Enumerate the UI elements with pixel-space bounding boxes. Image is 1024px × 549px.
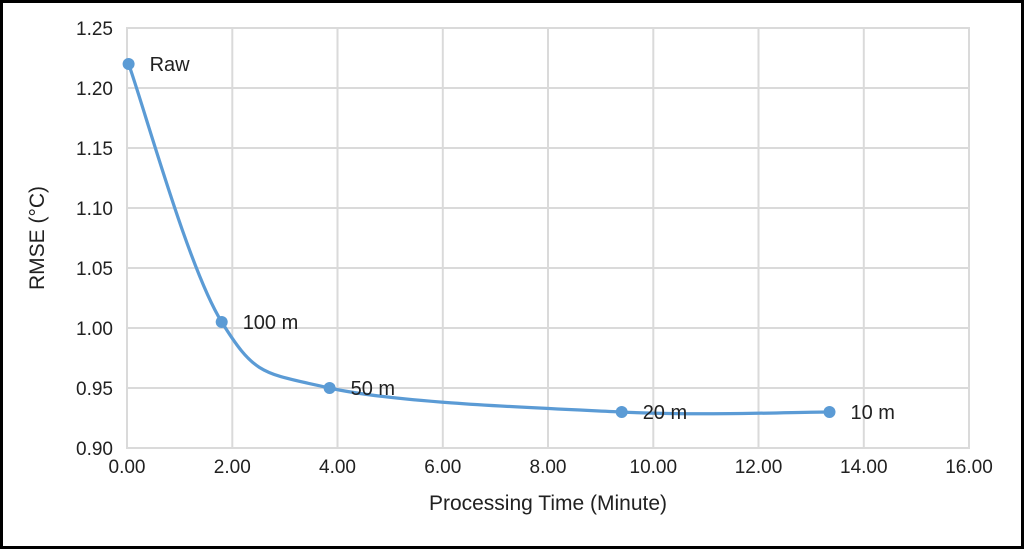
y-tick-label: 1.20 (76, 79, 113, 100)
data-point-marker (823, 406, 836, 418)
plot-area (126, 27, 970, 449)
y-tick-label: 1.10 (76, 199, 113, 220)
x-tick-label: 10.00 (630, 457, 678, 478)
data-series (122, 58, 836, 418)
y-tick-label: 1.25 (76, 19, 113, 40)
data-point-label: 50 m (351, 378, 395, 400)
y-tick-label: 1.15 (76, 139, 113, 160)
data-point-label: 20 m (643, 402, 687, 424)
x-tick-label: 14.00 (840, 457, 888, 478)
tick-labels: 0.00 2.00 4.00 6.00 8.00 10.00 12.00 14.00 16.00… (76, 19, 993, 478)
data-point-marker (215, 316, 228, 328)
y-tick-label: 1.05 (76, 259, 113, 280)
data-line (126, 62, 832, 416)
y-axis-title: RMSE (°C) (26, 186, 49, 290)
x-tick-label: 0.00 (109, 457, 146, 478)
line-chart: 0.00 2.00 4.00 6.00 8.00 10.00 12.00 14.00 16.00… (26, 19, 993, 515)
x-tick-label: 6.00 (424, 457, 461, 478)
data-point-marker (323, 382, 336, 394)
data-point-label: 100 m (243, 312, 299, 334)
data-point-labels: Raw 100 m 50 m 20 m 10 m (150, 54, 895, 424)
y-tick-label: 0.90 (76, 439, 113, 460)
x-tick-label: 12.00 (735, 457, 783, 478)
x-tick-label: 2.00 (214, 457, 251, 478)
x-tick-label: 4.00 (319, 457, 356, 478)
x-tick-label: 8.00 (530, 457, 567, 478)
x-axis-title: Processing Time (Minute) (429, 492, 667, 515)
data-point-label: 10 m (851, 402, 895, 424)
data-point-label: Raw (150, 54, 191, 76)
y-tick-label: 1.00 (76, 319, 113, 340)
data-point-marker (122, 58, 135, 70)
x-tick-label: 16.00 (945, 457, 993, 478)
data-point-marker (615, 406, 628, 418)
y-tick-label: 0.95 (76, 379, 113, 400)
gridlines (126, 27, 970, 449)
